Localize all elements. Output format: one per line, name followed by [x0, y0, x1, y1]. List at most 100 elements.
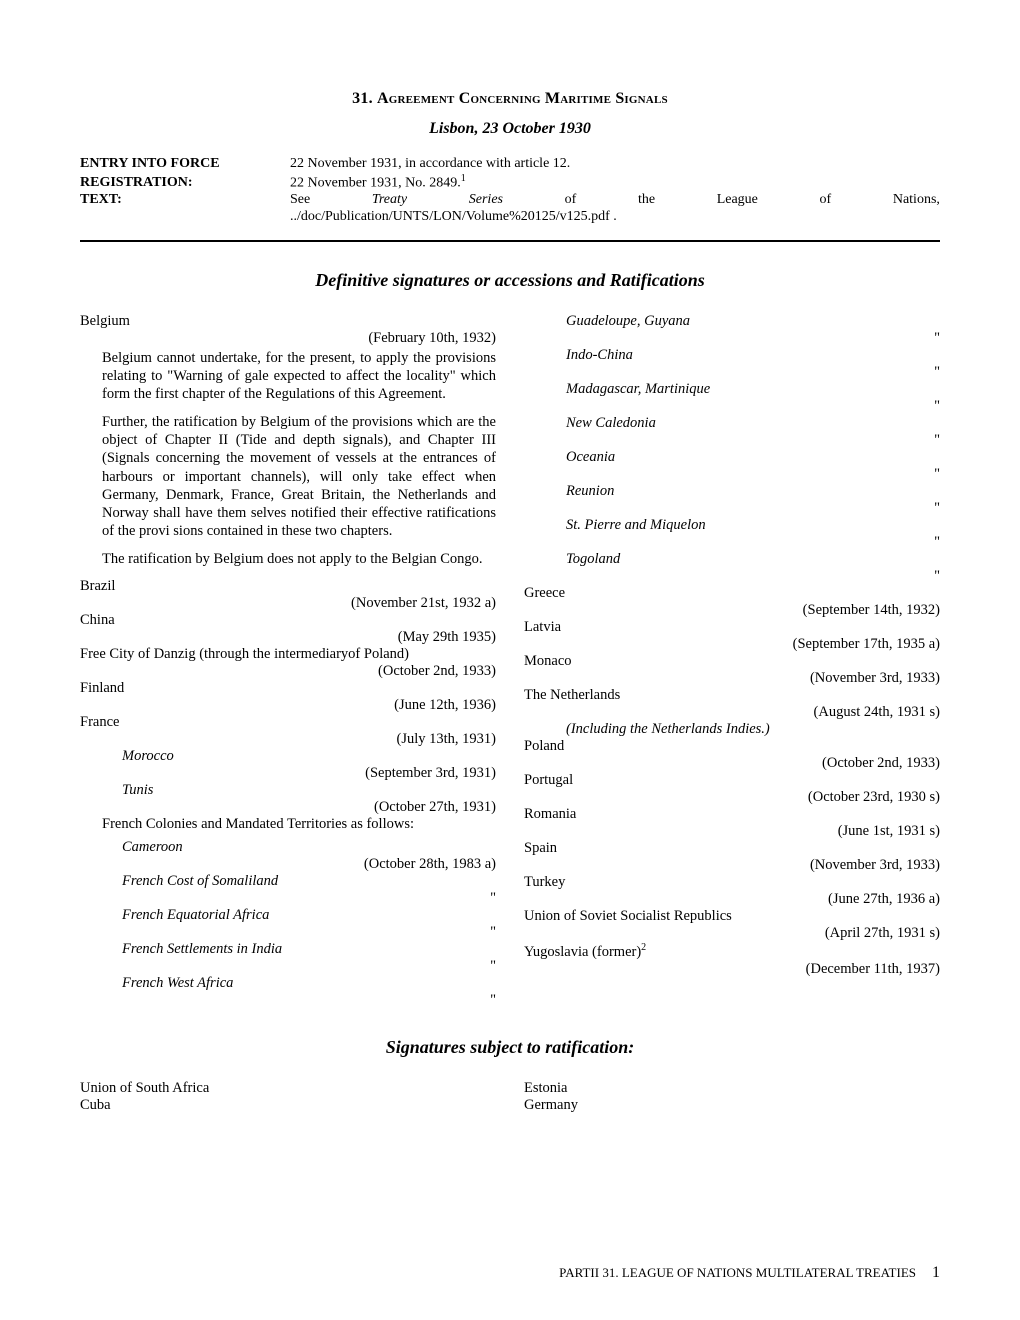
country-name: Belgium: [80, 313, 130, 330]
footer-text: PARTII 31. LEAGUE OF NATIONS MULTILATERA…: [559, 1265, 916, 1281]
entry: Union of Soviet Socialist Republics (Apri…: [524, 908, 940, 942]
entry: Indo-China ": [524, 347, 940, 381]
country-name: Romania: [524, 806, 576, 823]
entry: Madagascar, Martinique ": [524, 381, 940, 415]
entry: Monaco(November 3rd, 1933): [524, 653, 940, 687]
country-name: Madagascar, Martinique: [524, 381, 710, 398]
country-name: Cameroon: [80, 839, 183, 856]
france-group-label: French Colonies and Mandated Territories…: [80, 816, 496, 833]
entry: Greece(September 14th, 1932): [524, 585, 940, 619]
country-name: French Cost of Somaliland: [80, 873, 278, 890]
meta-text-word: the: [638, 192, 655, 209]
section-heading-signatures: Signatures subject to ratification:: [80, 1037, 940, 1058]
entry-date: (October 27th, 1931): [366, 799, 496, 816]
entry: Finland(June 12th, 1936): [80, 680, 496, 714]
entry-subnote: (Including the Netherlands Indies.): [524, 721, 940, 738]
section-heading-definitive: Definitive signatures or accessions and …: [80, 270, 940, 291]
country-name: New Caledonia: [524, 415, 656, 432]
meta-registration: REGISTRATION: 22 November 1931, No. 2849…: [80, 173, 940, 192]
ditto-mark: ": [926, 534, 940, 551]
country-name: Reunion: [524, 483, 614, 500]
meta-text-word: of: [565, 192, 577, 209]
ditto-mark: ": [926, 398, 940, 415]
country-name: Indo-China: [524, 347, 633, 364]
ditto-mark: ": [926, 568, 940, 585]
entry: New Caledonia ": [524, 415, 940, 449]
belgium-note: Belgium cannot undertake, for the presen…: [80, 349, 496, 403]
signature-subject-entry: Estonia: [524, 1080, 940, 1097]
ditto-mark: ": [926, 466, 940, 483]
meta-label: REGISTRATION:: [80, 175, 290, 192]
entry: Oceania ": [524, 449, 940, 483]
country-name: French Settlements in India: [80, 941, 282, 958]
ditto-mark: ": [482, 958, 496, 975]
entry: Brazil(November 21st, 1932 a): [80, 578, 496, 612]
entry-date: (June 1st, 1931 s): [830, 823, 940, 840]
signature-subject-entry: Union of South Africa: [80, 1080, 496, 1097]
entry: Togoland ": [524, 551, 940, 585]
country-name: Morocco: [80, 748, 174, 765]
entry: Reunion ": [524, 483, 940, 517]
entry: Romania (June 1st, 1931 s): [524, 806, 940, 840]
entry-date: (May 29th 1935): [390, 629, 496, 646]
entry-date: (August 24th, 1931 s): [806, 704, 940, 721]
meta-label: TEXT:: [80, 192, 290, 209]
entry-date: (September 3rd, 1931): [357, 765, 496, 782]
meta-text-word: of: [820, 192, 832, 209]
page-footer: PARTII 31. LEAGUE OF NATIONS MULTILATERA…: [559, 1264, 940, 1282]
entry: Cameroon (October 28th, 1983 a): [80, 839, 496, 873]
entry: French Cost of Somaliland": [80, 873, 496, 907]
country-name: St. Pierre and Miquelon: [524, 517, 706, 534]
country-name: French West Africa: [80, 975, 233, 992]
meta-text: TEXT: SeeTreatySeriesoftheLeagueofNation…: [80, 192, 940, 226]
footer-page-number: 1: [932, 1264, 940, 1282]
country-name: Brazil: [80, 578, 115, 595]
country-name: Poland: [524, 738, 564, 755]
ditto-mark: ": [926, 364, 940, 381]
country-name: Finland: [80, 680, 124, 697]
entry: Spain (November 3rd, 1933): [524, 840, 940, 874]
country-name: China: [80, 612, 115, 629]
meta-value: 22 November 1931, in accordance with art…: [290, 156, 940, 173]
entry-date: (June 27th, 1936 a): [820, 891, 940, 908]
meta-text-word: Treaty: [372, 192, 407, 209]
country-name: Spain: [524, 840, 557, 857]
entry: Yugoslavia (former)2(December 11th, 1937…: [524, 942, 940, 978]
entry-date: (October 23rd, 1930 s): [800, 789, 940, 806]
entry: St. Pierre and Miquelon ": [524, 517, 940, 551]
entry: Latvia(September 17th, 1935 a): [524, 619, 940, 653]
entry: Guadeloupe, Guyana ": [524, 313, 940, 347]
entry-date: (September 14th, 1932): [795, 602, 940, 619]
meta-text-word: See: [290, 192, 310, 209]
country-name: Turkey: [524, 874, 565, 891]
entry: French Settlements in India ": [80, 941, 496, 975]
entry-date: (April 27th, 1931 s): [817, 925, 940, 942]
divider: [80, 240, 940, 242]
entry: Tunis(October 27th, 1931): [80, 782, 496, 816]
meta-text-word: Series: [469, 192, 503, 209]
ditto-mark: ": [926, 500, 940, 517]
signatories-columns: Belgium (February 10th, 1932) Belgium ca…: [80, 313, 940, 1009]
ditto-mark: ": [482, 924, 496, 941]
country-name: Latvia: [524, 619, 561, 636]
signatures-subject-columns: Union of South AfricaCubaEstoniaGermany: [80, 1080, 940, 1114]
meta-entry-into-force: ENTRY INTO FORCE 22 November 1931, in ac…: [80, 156, 940, 173]
entry-date: (October 28th, 1983 a): [356, 856, 496, 873]
meta-label: ENTRY INTO FORCE: [80, 156, 290, 173]
country-name: France: [80, 714, 119, 731]
country-name: Monaco: [524, 653, 572, 670]
country-name: Guadeloupe, Guyana: [524, 313, 690, 330]
entry-date: (November 3rd, 1933): [802, 857, 940, 874]
country-name: Oceania: [524, 449, 615, 466]
entry: French Equatorial Africa": [80, 907, 496, 941]
country-name: Union of Soviet Socialist Republics: [524, 908, 732, 925]
ditto-mark: ": [926, 432, 940, 449]
belgium-note: Further, the ratification by Belgium of …: [80, 413, 496, 540]
ditto-mark: ": [926, 330, 940, 347]
signature-subject-entry: Cuba: [80, 1097, 496, 1114]
entry: China (May 29th 1935): [80, 612, 496, 646]
country-name: Free City of Danzig (through the interme…: [80, 646, 409, 663]
entry-date: (July 13th, 1931): [389, 731, 496, 748]
entry: France (July 13th, 1931): [80, 714, 496, 748]
country-name: Togoland: [524, 551, 620, 568]
